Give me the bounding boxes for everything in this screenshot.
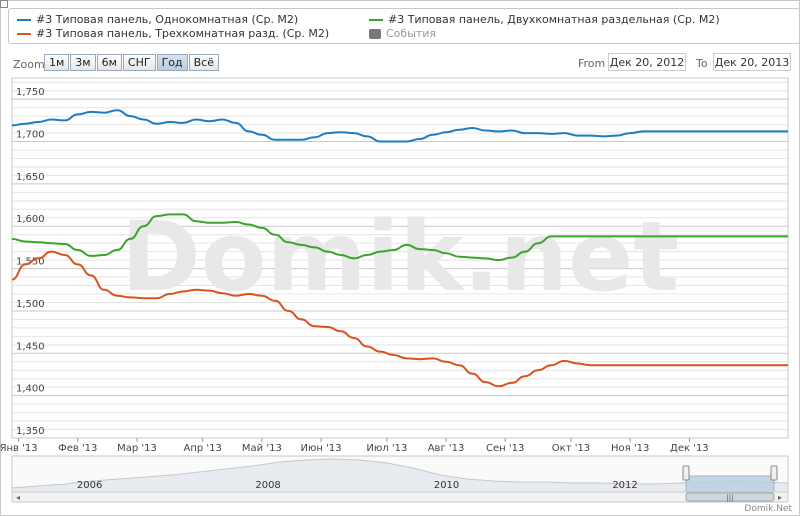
navigator-year-label: 2008 — [255, 480, 280, 491]
legend-label: #3 Типовая панель, Однокомнатная (Ср. М2… — [36, 13, 299, 26]
zoom-1m-button[interactable]: 1м — [44, 54, 70, 71]
from-label: From — [578, 57, 606, 70]
x-tick-label: Июл '13 — [366, 443, 407, 454]
scrollbar-track — [11, 491, 789, 503]
y-tick-label: 1,400 — [16, 384, 45, 395]
x-tick-label: Окт '13 — [552, 443, 590, 454]
zoom-ytd-button[interactable]: СНГ — [122, 54, 156, 71]
from-date-input[interactable]: Дек 20, 2012 — [608, 53, 686, 71]
series-line-1 — [11, 109, 788, 143]
zoom-3m-button[interactable]: 3м — [70, 54, 96, 71]
legend-label: #3 Типовая панель, Трехкомнатная разд. (… — [36, 27, 330, 40]
y-tick-label: 1,750 — [16, 87, 45, 98]
scroll-right-arrow-icon: ▸ — [778, 493, 782, 502]
plot-area — [11, 77, 789, 439]
y-tick-label: 1,450 — [16, 341, 45, 352]
series-line-2 — [11, 213, 788, 262]
zoom-all-button[interactable]: Всё — [188, 54, 219, 71]
x-tick-label: Авг '13 — [428, 443, 465, 454]
y-tick-label: 1,650 — [16, 172, 45, 183]
navigator-year-label: 2006 — [77, 480, 102, 491]
to-label: To — [696, 57, 708, 70]
x-tick-label: Ноя '13 — [611, 443, 649, 454]
legend-line-icon — [17, 18, 31, 21]
x-tick-label: Мар '13 — [117, 443, 157, 454]
corner-marker — [0, 0, 8, 8]
zoom-buttons: 1м 3м 6м СНГ Год Всё — [44, 54, 220, 71]
navigator-right-handle — [770, 465, 778, 481]
watermark: Domik.net — [121, 201, 679, 313]
x-tick-label: Фев '13 — [58, 443, 97, 454]
legend-item-events[interactable]: События — [369, 27, 436, 40]
x-tick-label: Сен '13 — [486, 443, 524, 454]
grid-lines — [12, 81, 788, 439]
legend-item-2room[interactable]: #3 Типовая панель, Двухкомнатная раздель… — [369, 13, 720, 26]
x-tick-label: Дек '13 — [670, 443, 709, 454]
y-tick-label: 1,600 — [16, 214, 45, 225]
zoom-year-button[interactable]: Год — [156, 54, 188, 71]
x-tick-label: Июн '13 — [301, 443, 342, 454]
legend-label: События — [386, 27, 437, 40]
y-tick-label: 1,500 — [16, 299, 45, 310]
legend-item-1room[interactable]: #3 Типовая панель, Однокомнатная (Ср. М2… — [17, 13, 298, 26]
legend-item-3room[interactable]: #3 Типовая панель, Трехкомнатная разд. (… — [17, 27, 329, 40]
zoom-6m-button[interactable]: 6м — [96, 54, 122, 71]
navigator-year-label: 2010 — [434, 480, 459, 491]
x-tick-label: Янв '13 — [0, 443, 38, 454]
legend-line-icon — [17, 32, 31, 35]
legend-label: #3 Типовая панель, Двухкомнатная раздель… — [388, 13, 720, 26]
y-tick-label: 1,700 — [16, 130, 45, 141]
legend: #3 Типовая панель, Однокомнатная (Ср. М2… — [8, 8, 800, 44]
navigator-selection — [685, 475, 775, 493]
scroll-left-arrow-icon: ◂ — [16, 493, 20, 502]
to-date-input[interactable]: Дек 20, 2013 — [713, 53, 791, 71]
navigator-year-label: 2012 — [612, 480, 637, 491]
events-box-icon — [369, 28, 381, 39]
navigator[interactable]: 2006 2008 2010 2012 ||| ◂ ▸ — [11, 455, 789, 503]
legend-line-icon — [369, 18, 383, 21]
scrollbar-thumb — [685, 492, 775, 502]
scrollbar-grip: ||| — [726, 494, 733, 502]
y-tick-label: 1,350 — [16, 426, 45, 437]
footer-credit: Domik.Net — [744, 504, 792, 514]
x-axis: Янв '13 Фев '13 Мар '13 Апр '13 Май '13 Июн '… — [0, 438, 709, 454]
series-line-3 — [11, 250, 788, 388]
x-tick-label: Апр '13 — [184, 443, 222, 454]
navigator-left-handle — [682, 465, 690, 481]
zoom-label: Zoom — [13, 58, 45, 71]
x-tick-label: Май '13 — [242, 443, 282, 454]
series-group — [11, 109, 788, 388]
